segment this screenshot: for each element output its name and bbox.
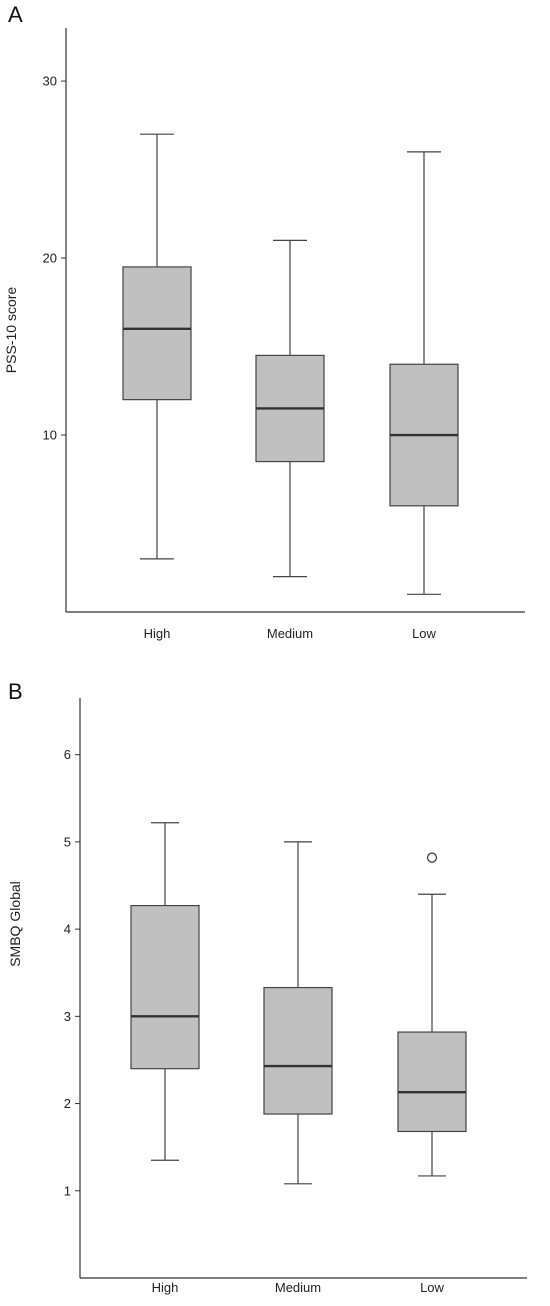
chart-b-smbq: 1 2 3 4 5 6 SMBQ Global High Medium Low [7, 698, 527, 1295]
y-tick-label-5: 5 [64, 834, 71, 849]
y-tick-label-3: 3 [64, 1009, 71, 1024]
iqr-box [397, 1031, 467, 1133]
box-medium [255, 239, 325, 578]
y-tick-label-4: 4 [64, 922, 71, 937]
panel-b-letter: B [8, 679, 23, 704]
x-category-label-high: High [152, 1280, 179, 1295]
x-category-label-medium: Medium [267, 626, 313, 641]
iqr-box [130, 904, 200, 1070]
iqr-box [263, 986, 333, 1115]
outlier-point [426, 852, 438, 863]
y-tick-label-20: 20 [43, 251, 57, 266]
y-tick-label-6: 6 [64, 747, 71, 762]
x-category-label-medium: Medium [275, 1280, 321, 1295]
y-tick-label-10: 10 [43, 428, 57, 443]
box-high [130, 822, 200, 1161]
x-category-label-low: Low [420, 1280, 444, 1295]
x-category-label-low: Low [412, 626, 436, 641]
y-axis-title: SMBQ Global [7, 881, 23, 967]
iqr-box [122, 266, 192, 401]
y-axis-title: PSS-10 score [3, 287, 19, 374]
x-category-label-high: High [144, 626, 171, 641]
box-low [397, 852, 467, 1177]
box-medium [263, 841, 333, 1185]
panel-a-letter: A [8, 2, 23, 27]
chart-a-pss10: 10 20 30 PSS-10 score High Medium Low [3, 28, 525, 641]
y-tick-label-30: 30 [43, 74, 57, 89]
box-low [389, 151, 459, 595]
y-tick-label-2: 2 [64, 1096, 71, 1111]
box-high [122, 133, 192, 560]
y-tick-label-1: 1 [64, 1183, 71, 1198]
